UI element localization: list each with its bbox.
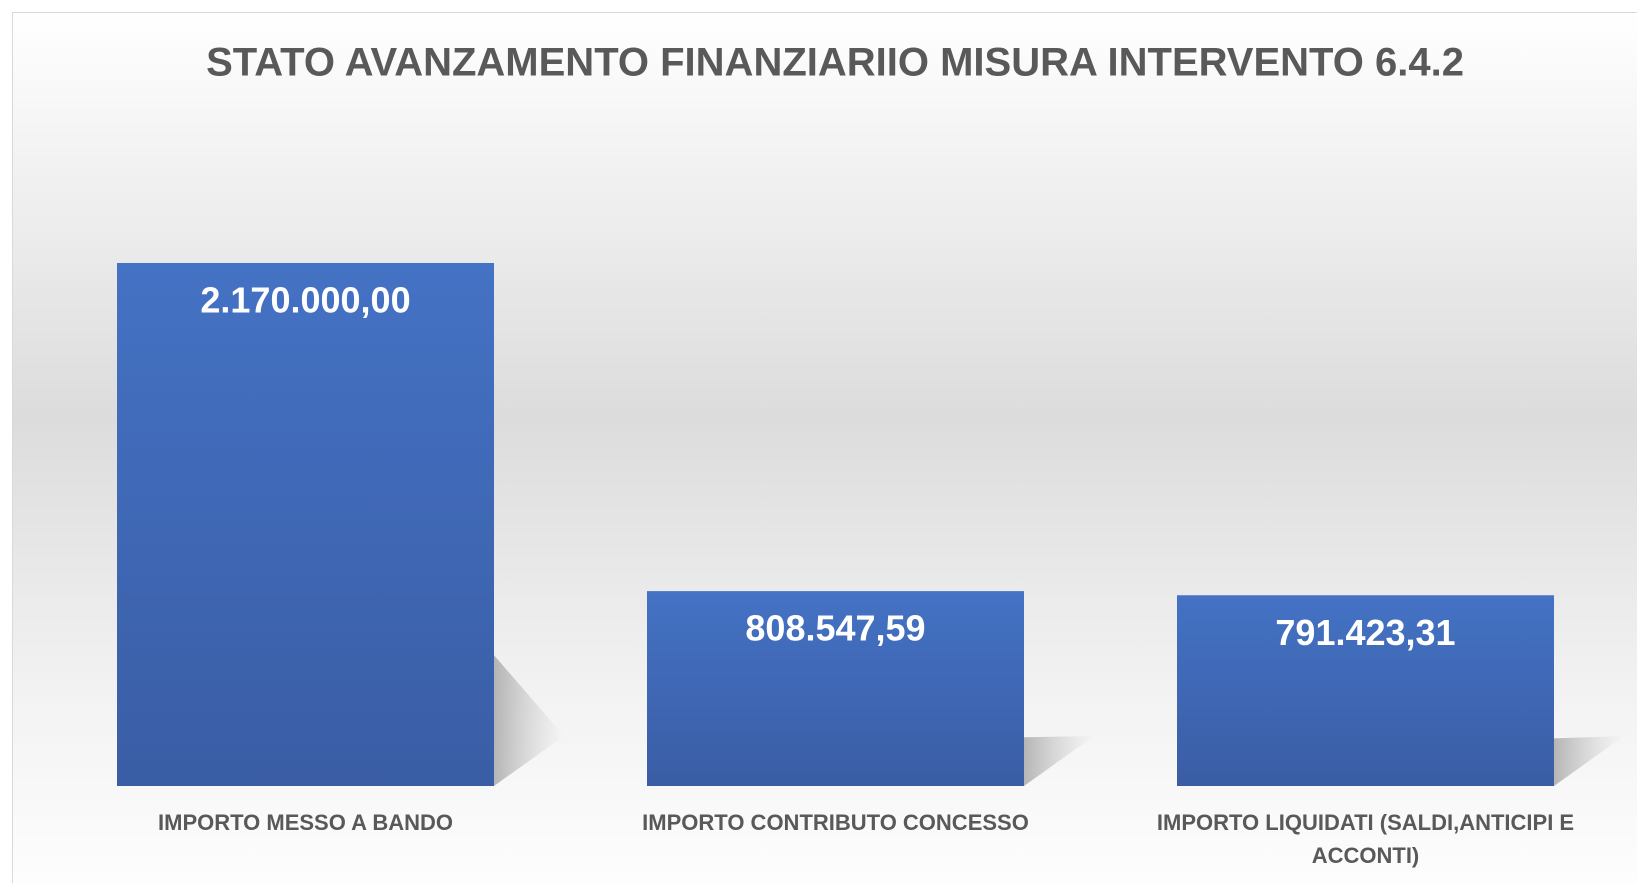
bar-shadow	[494, 655, 564, 786]
value-label: 791.423,31	[1275, 612, 1455, 653]
value-label: 2.170.000,00	[200, 280, 410, 321]
category-label: IMPORTO LIQUIDATI (SALDI,ANTICIPI E ACCO…	[1156, 810, 1575, 868]
category-label: IMPORTO CONTRIBUTO CONCESSO	[642, 810, 1029, 835]
bar-shadow	[1554, 736, 1624, 786]
bar-shadow	[1024, 736, 1094, 786]
bar	[117, 263, 494, 786]
bar	[1177, 595, 1554, 786]
bar	[647, 591, 1024, 786]
category-label: IMPORTO MESSO A BANDO	[158, 810, 453, 835]
chart-title: STATO AVANZAMENTO FINANZIARIIO MISURA IN…	[206, 41, 1464, 85]
value-label: 808.547,59	[745, 608, 925, 649]
